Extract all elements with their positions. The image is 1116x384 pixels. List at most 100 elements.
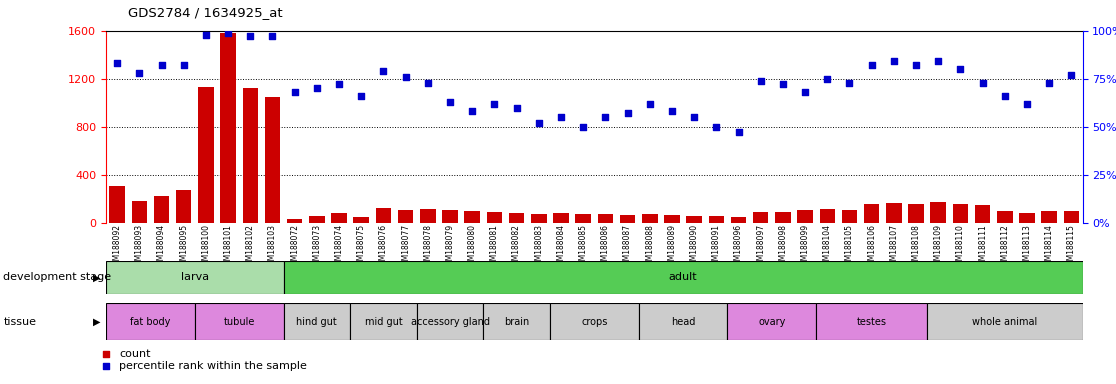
Point	[1018, 101, 1036, 107]
Text: count: count	[119, 349, 151, 359]
Point	[995, 93, 1013, 99]
Text: percentile rank within the sample: percentile rank within the sample	[119, 361, 307, 371]
Bar	[664, 215, 680, 223]
Text: mid gut: mid gut	[365, 316, 402, 327]
Bar	[531, 214, 547, 223]
Point	[752, 78, 770, 84]
Text: larva: larva	[181, 272, 209, 283]
Point	[552, 114, 570, 120]
Point	[286, 89, 304, 95]
Bar	[886, 203, 902, 223]
Point	[618, 110, 636, 116]
Bar	[975, 205, 990, 223]
Bar	[597, 214, 613, 223]
Text: crops: crops	[581, 316, 607, 327]
Bar	[309, 216, 325, 223]
Text: adult: adult	[668, 272, 698, 283]
Bar	[132, 200, 147, 223]
Bar	[106, 303, 195, 340]
Bar	[487, 212, 502, 223]
Bar	[554, 213, 569, 223]
Bar	[753, 212, 769, 223]
Bar	[220, 33, 235, 223]
Point	[219, 30, 237, 36]
Bar	[1041, 211, 1057, 223]
Point	[485, 101, 503, 107]
Bar	[1019, 212, 1035, 223]
Point	[263, 33, 281, 40]
Bar	[176, 190, 192, 223]
Text: ▶: ▶	[94, 272, 100, 283]
Bar	[199, 87, 213, 223]
Bar	[483, 303, 550, 340]
Point	[685, 114, 703, 120]
Bar	[728, 303, 816, 340]
Point	[775, 81, 792, 88]
Bar	[464, 211, 480, 223]
Text: fat body: fat body	[131, 316, 171, 327]
Bar	[797, 210, 812, 223]
Point	[97, 362, 115, 369]
Point	[796, 89, 814, 95]
Bar	[1064, 211, 1079, 223]
Point	[930, 58, 947, 65]
Point	[108, 60, 126, 66]
Point	[175, 62, 193, 68]
Point	[708, 124, 725, 130]
Point	[196, 31, 214, 38]
Point	[153, 62, 171, 68]
Bar	[106, 261, 283, 294]
Text: tissue: tissue	[3, 316, 37, 327]
Bar	[287, 219, 302, 223]
Point	[330, 81, 348, 88]
Point	[131, 70, 148, 76]
Point	[530, 120, 548, 126]
Point	[907, 62, 925, 68]
Text: ▶: ▶	[94, 316, 100, 327]
Bar	[576, 214, 591, 223]
Bar	[376, 208, 392, 223]
Bar	[109, 185, 125, 223]
Bar	[776, 212, 790, 223]
Bar	[864, 204, 879, 223]
Text: head: head	[671, 316, 695, 327]
Point	[596, 114, 614, 120]
Bar	[686, 215, 702, 223]
Text: ovary: ovary	[758, 316, 786, 327]
Text: GDS2784 / 1634925_at: GDS2784 / 1634925_at	[128, 6, 283, 19]
Bar	[550, 303, 638, 340]
Bar	[420, 209, 435, 223]
Text: whole animal: whole animal	[972, 316, 1038, 327]
Bar	[638, 303, 728, 340]
Bar	[398, 210, 413, 223]
Text: development stage: development stage	[3, 272, 112, 283]
Point	[441, 99, 459, 105]
Bar	[350, 303, 416, 340]
Point	[840, 79, 858, 86]
Bar	[841, 210, 857, 223]
Bar	[283, 303, 350, 340]
Point	[1062, 72, 1080, 78]
Text: hind gut: hind gut	[297, 316, 337, 327]
Point	[974, 79, 992, 86]
Bar	[354, 217, 369, 223]
Text: tubule: tubule	[223, 316, 254, 327]
Bar	[927, 303, 1083, 340]
Point	[97, 351, 115, 357]
Text: accessory gland: accessory gland	[411, 316, 490, 327]
Point	[663, 108, 681, 114]
Point	[308, 85, 326, 91]
Point	[396, 74, 414, 80]
Bar	[816, 303, 927, 340]
Bar	[195, 303, 283, 340]
Bar	[154, 196, 170, 223]
Point	[418, 79, 436, 86]
Point	[1040, 79, 1058, 86]
Bar	[331, 213, 347, 223]
Point	[730, 129, 748, 136]
Point	[641, 101, 658, 107]
Text: brain: brain	[504, 316, 529, 327]
Bar	[953, 204, 969, 223]
Bar	[908, 204, 924, 223]
Bar	[416, 303, 483, 340]
